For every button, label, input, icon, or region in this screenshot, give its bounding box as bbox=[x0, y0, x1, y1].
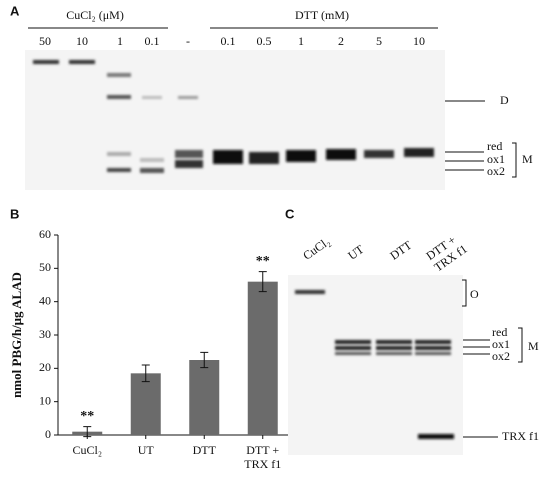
y-tick-label: 10 bbox=[39, 393, 51, 407]
bar bbox=[130, 373, 161, 435]
lane-label: 10 bbox=[76, 34, 88, 48]
y-tick-label: 20 bbox=[39, 360, 51, 374]
band-label: ox1 bbox=[492, 337, 510, 351]
lane-labels: CuCl₂ UT DTT DTT +TRX f1 bbox=[300, 230, 469, 274]
panel-label: C bbox=[285, 206, 295, 221]
lane-label: 0.1 bbox=[145, 34, 160, 48]
lane-label: 50 bbox=[39, 34, 51, 48]
bracket bbox=[462, 279, 467, 307]
lane-label: UT bbox=[345, 242, 367, 263]
lane-label: 1 bbox=[117, 34, 123, 48]
gel-a bbox=[25, 50, 445, 190]
error-bar bbox=[83, 426, 92, 438]
lane-label: 10 bbox=[413, 34, 425, 48]
bar bbox=[189, 360, 220, 435]
y-tick-label: 60 bbox=[39, 227, 51, 241]
band-label: D bbox=[500, 93, 509, 107]
y-tick-label: 0 bbox=[45, 427, 51, 441]
band-label: red bbox=[492, 325, 507, 339]
group-label: M bbox=[522, 152, 533, 166]
y-tick-label: 40 bbox=[39, 293, 51, 307]
y-tick-label: 30 bbox=[39, 327, 51, 341]
group-label: O bbox=[470, 287, 479, 301]
error-bar bbox=[258, 271, 267, 293]
significance: ** bbox=[80, 409, 94, 424]
gel-a-bands bbox=[33, 60, 434, 173]
x-tick-label: DTT bbox=[193, 443, 217, 457]
lane-label: 0.5 bbox=[257, 34, 272, 48]
lane-label: 1 bbox=[298, 34, 304, 48]
lane-label: - bbox=[186, 34, 190, 48]
lane-label: DTT +TRX f1 bbox=[423, 230, 469, 274]
gel-c-bands bbox=[295, 290, 454, 439]
bracket bbox=[512, 142, 517, 178]
bracket bbox=[518, 327, 523, 363]
gel-c bbox=[288, 275, 463, 455]
x-tick-label: UT bbox=[138, 443, 155, 457]
band-label: ox2 bbox=[487, 164, 505, 178]
lane-label: 0.1 bbox=[221, 34, 236, 48]
significance: ** bbox=[256, 254, 270, 269]
group-header: CuCl₂ (μM) bbox=[66, 8, 124, 22]
error-bar bbox=[141, 364, 150, 383]
band-label: ox2 bbox=[492, 349, 510, 363]
lane-label: 5 bbox=[376, 34, 382, 48]
lane-label: CuCl₂ bbox=[300, 234, 332, 262]
y-tick-label: 50 bbox=[39, 260, 51, 274]
panel-label: B bbox=[10, 206, 19, 221]
x-tick-label: CuCl₂ bbox=[72, 443, 102, 457]
lane-labels: 50 10 1 0.1 - 0.1 0.5 1 2 5 10 bbox=[39, 34, 425, 48]
x-tick-label: DTT + TRX f1 bbox=[244, 443, 281, 471]
band-label: TRX f1 bbox=[502, 429, 539, 443]
panel-label: A bbox=[10, 3, 20, 18]
band-label: ox1 bbox=[487, 152, 505, 166]
error-bar bbox=[200, 351, 209, 369]
group-label: M bbox=[528, 339, 539, 353]
lane-label: DTT bbox=[387, 237, 415, 262]
lane-label: 2 bbox=[338, 34, 344, 48]
group-header: DTT (mM) bbox=[295, 8, 349, 22]
bar bbox=[247, 281, 278, 435]
band-label: red bbox=[487, 139, 502, 153]
y-axis-label: nmol PBG/h/μg ALAD bbox=[9, 272, 24, 398]
